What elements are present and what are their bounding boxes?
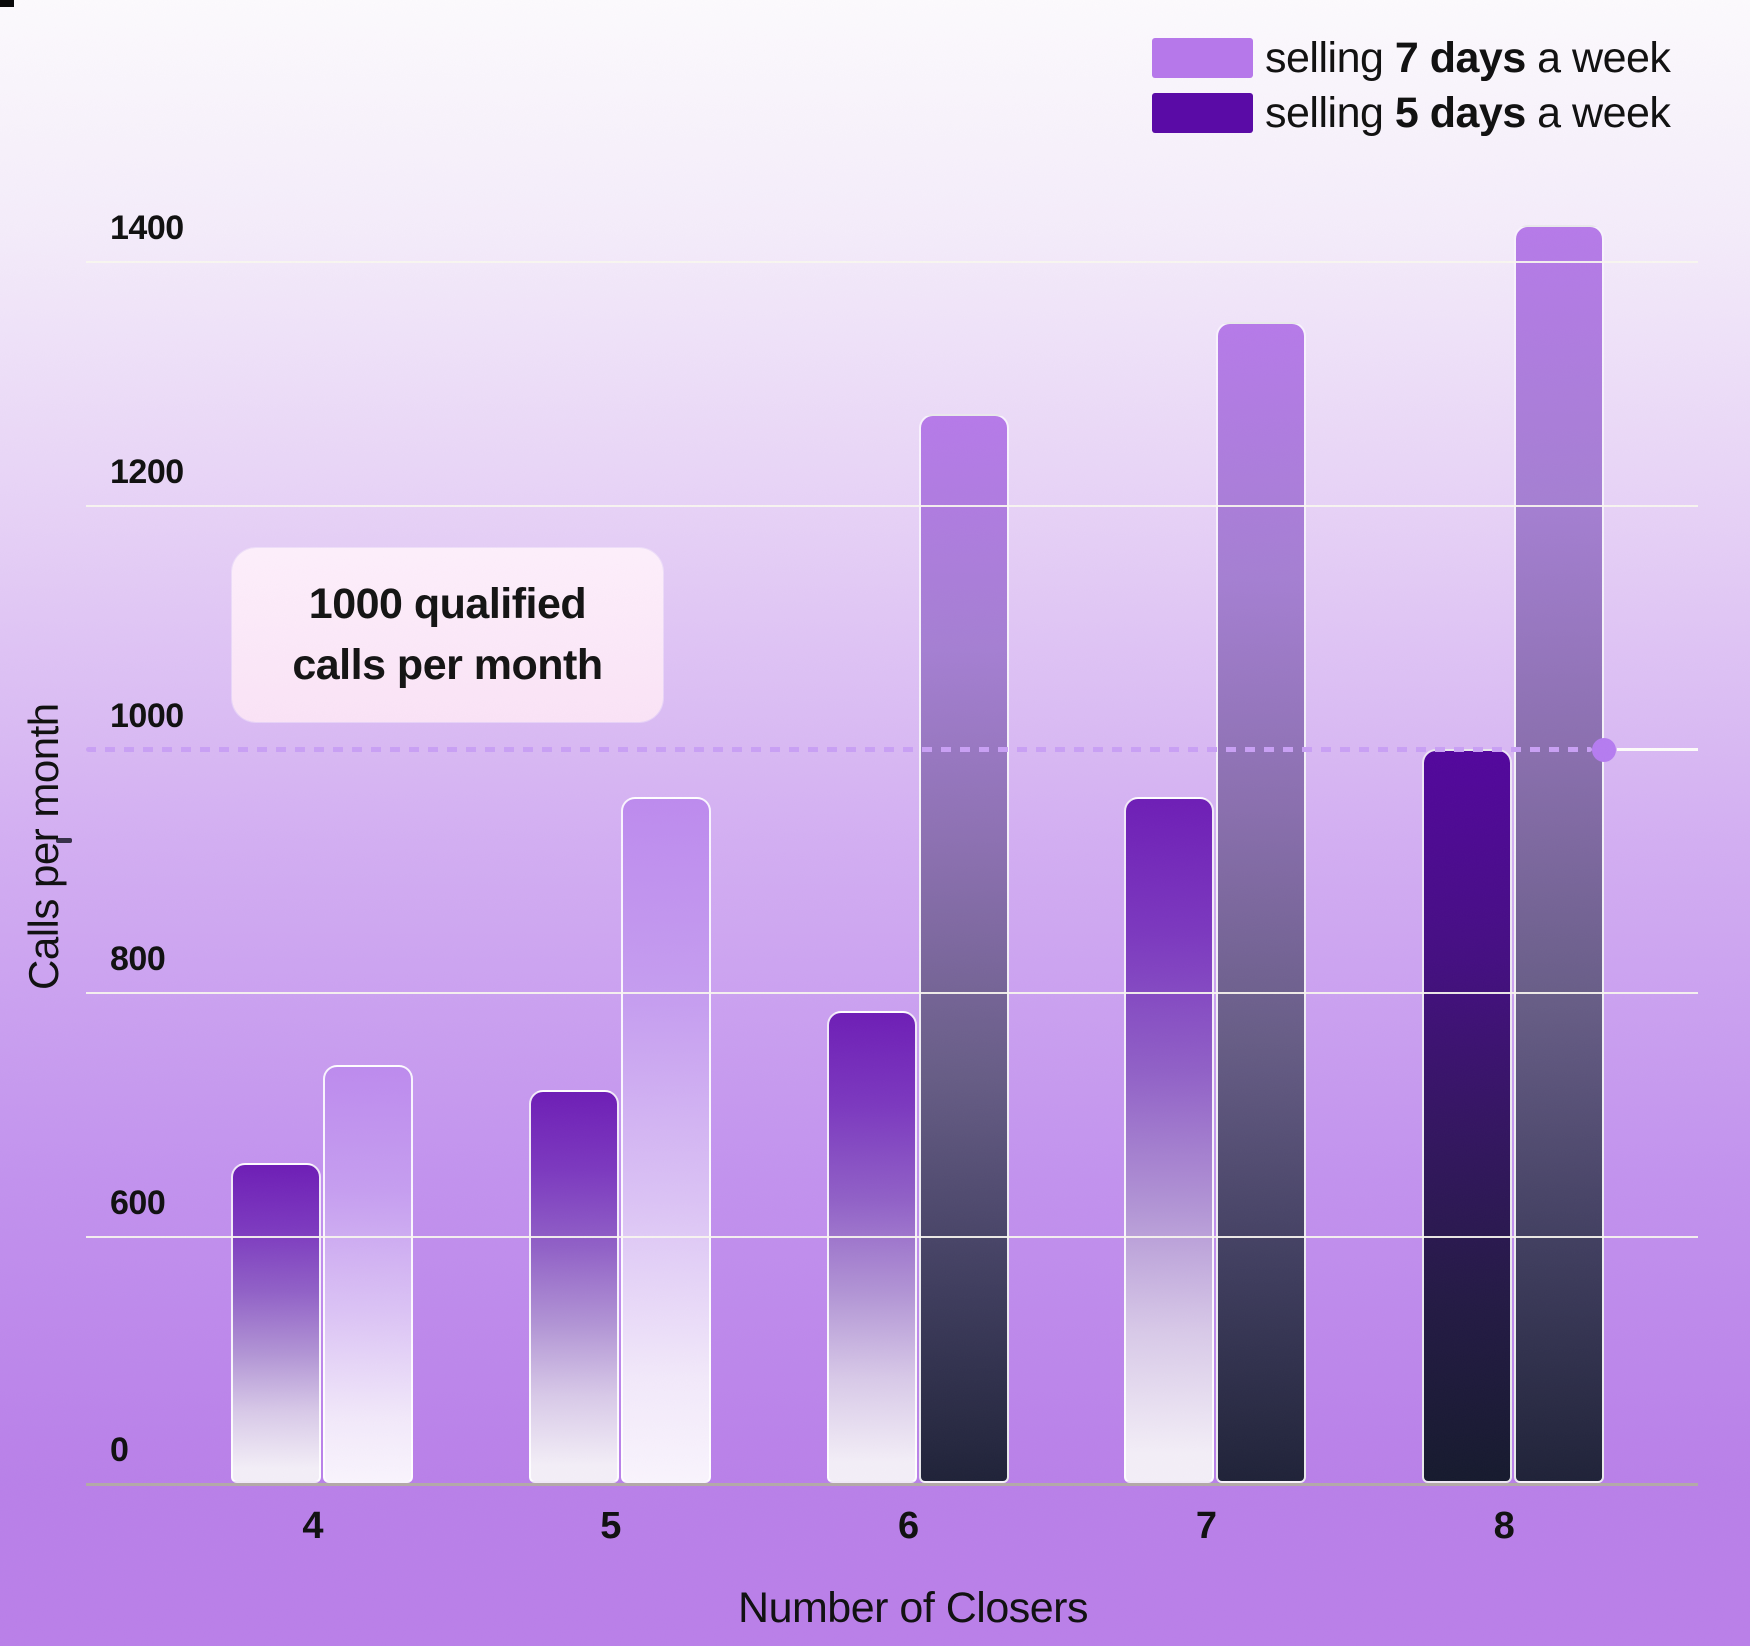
legend-row-7-days: selling 7 days a week	[1152, 33, 1671, 83]
gridline-800	[86, 992, 1698, 995]
x-tick-label-5: 5	[600, 1505, 622, 1547]
x-axis-baseline	[86, 1483, 1698, 1486]
bar-7days-8-closers	[1514, 224, 1605, 1483]
y-tick-label-1200: 1200	[110, 452, 184, 491]
x-tick-label-8: 8	[1493, 1505, 1515, 1547]
x-tick-label-7: 7	[1195, 1505, 1217, 1547]
annotation-line-2: calls per month	[292, 641, 603, 689]
y-tick-label-600: 600	[110, 1184, 166, 1222]
bar-5days-6-closers	[826, 1010, 917, 1483]
gridline-600	[86, 1236, 1698, 1238]
y-tick-label-1400: 1400	[110, 209, 184, 248]
legend-text: selling	[1265, 88, 1395, 137]
legend-swatch-7-days	[1152, 38, 1253, 78]
x-tick-label-6: 6	[898, 1505, 920, 1547]
legend-text: a week	[1525, 88, 1671, 137]
bar-5days-8-closers	[1422, 748, 1513, 1483]
threshold-annotation-box: 1000 qualified calls per month	[232, 548, 663, 722]
bar-5days-7-closers	[1124, 797, 1215, 1483]
bar-7days-5-closers	[620, 797, 711, 1483]
legend-swatch-5-days	[1152, 93, 1253, 133]
legend-text-bold: 5 days	[1394, 88, 1526, 137]
bar-5days-4-closers	[231, 1162, 321, 1483]
legend-row-5-days: selling 5 days a week	[1152, 88, 1671, 138]
y-axis-title: Calls per month	[20, 703, 67, 990]
legend-text-bold: 7 days	[1394, 33, 1526, 82]
y-tick-label-800: 800	[110, 940, 166, 979]
annotation-line-1: 1000 qualified	[308, 580, 587, 628]
legend-text: a week	[1525, 33, 1671, 82]
legend-label-5-days: selling 5 days a week	[1265, 88, 1671, 138]
y-tick-label-0: 0	[110, 1431, 129, 1469]
bar-7days-4-closers	[323, 1065, 413, 1483]
gridline-1400	[86, 261, 1698, 264]
x-tick-label-4: 4	[302, 1505, 324, 1547]
corner-artifact	[0, 0, 14, 7]
bar-7days-7-closers	[1216, 322, 1307, 1483]
threshold-end-dot	[1592, 737, 1616, 762]
legend: selling 7 days a week selling 5 days a w…	[1152, 33, 1671, 138]
threshold-tail-line	[1617, 747, 1698, 751]
gridline-1200	[86, 504, 1698, 507]
legend-text: selling	[1265, 33, 1395, 82]
threshold-dashed-line	[86, 746, 1592, 752]
y-tick-label-1000: 1000	[110, 696, 184, 735]
x-axis-title: Number of Closers	[738, 1584, 1088, 1632]
bar-7days-6-closers	[918, 413, 1009, 1483]
bar-5days-5-closers	[528, 1089, 619, 1483]
legend-label-7-days: selling 7 days a week	[1265, 33, 1671, 83]
